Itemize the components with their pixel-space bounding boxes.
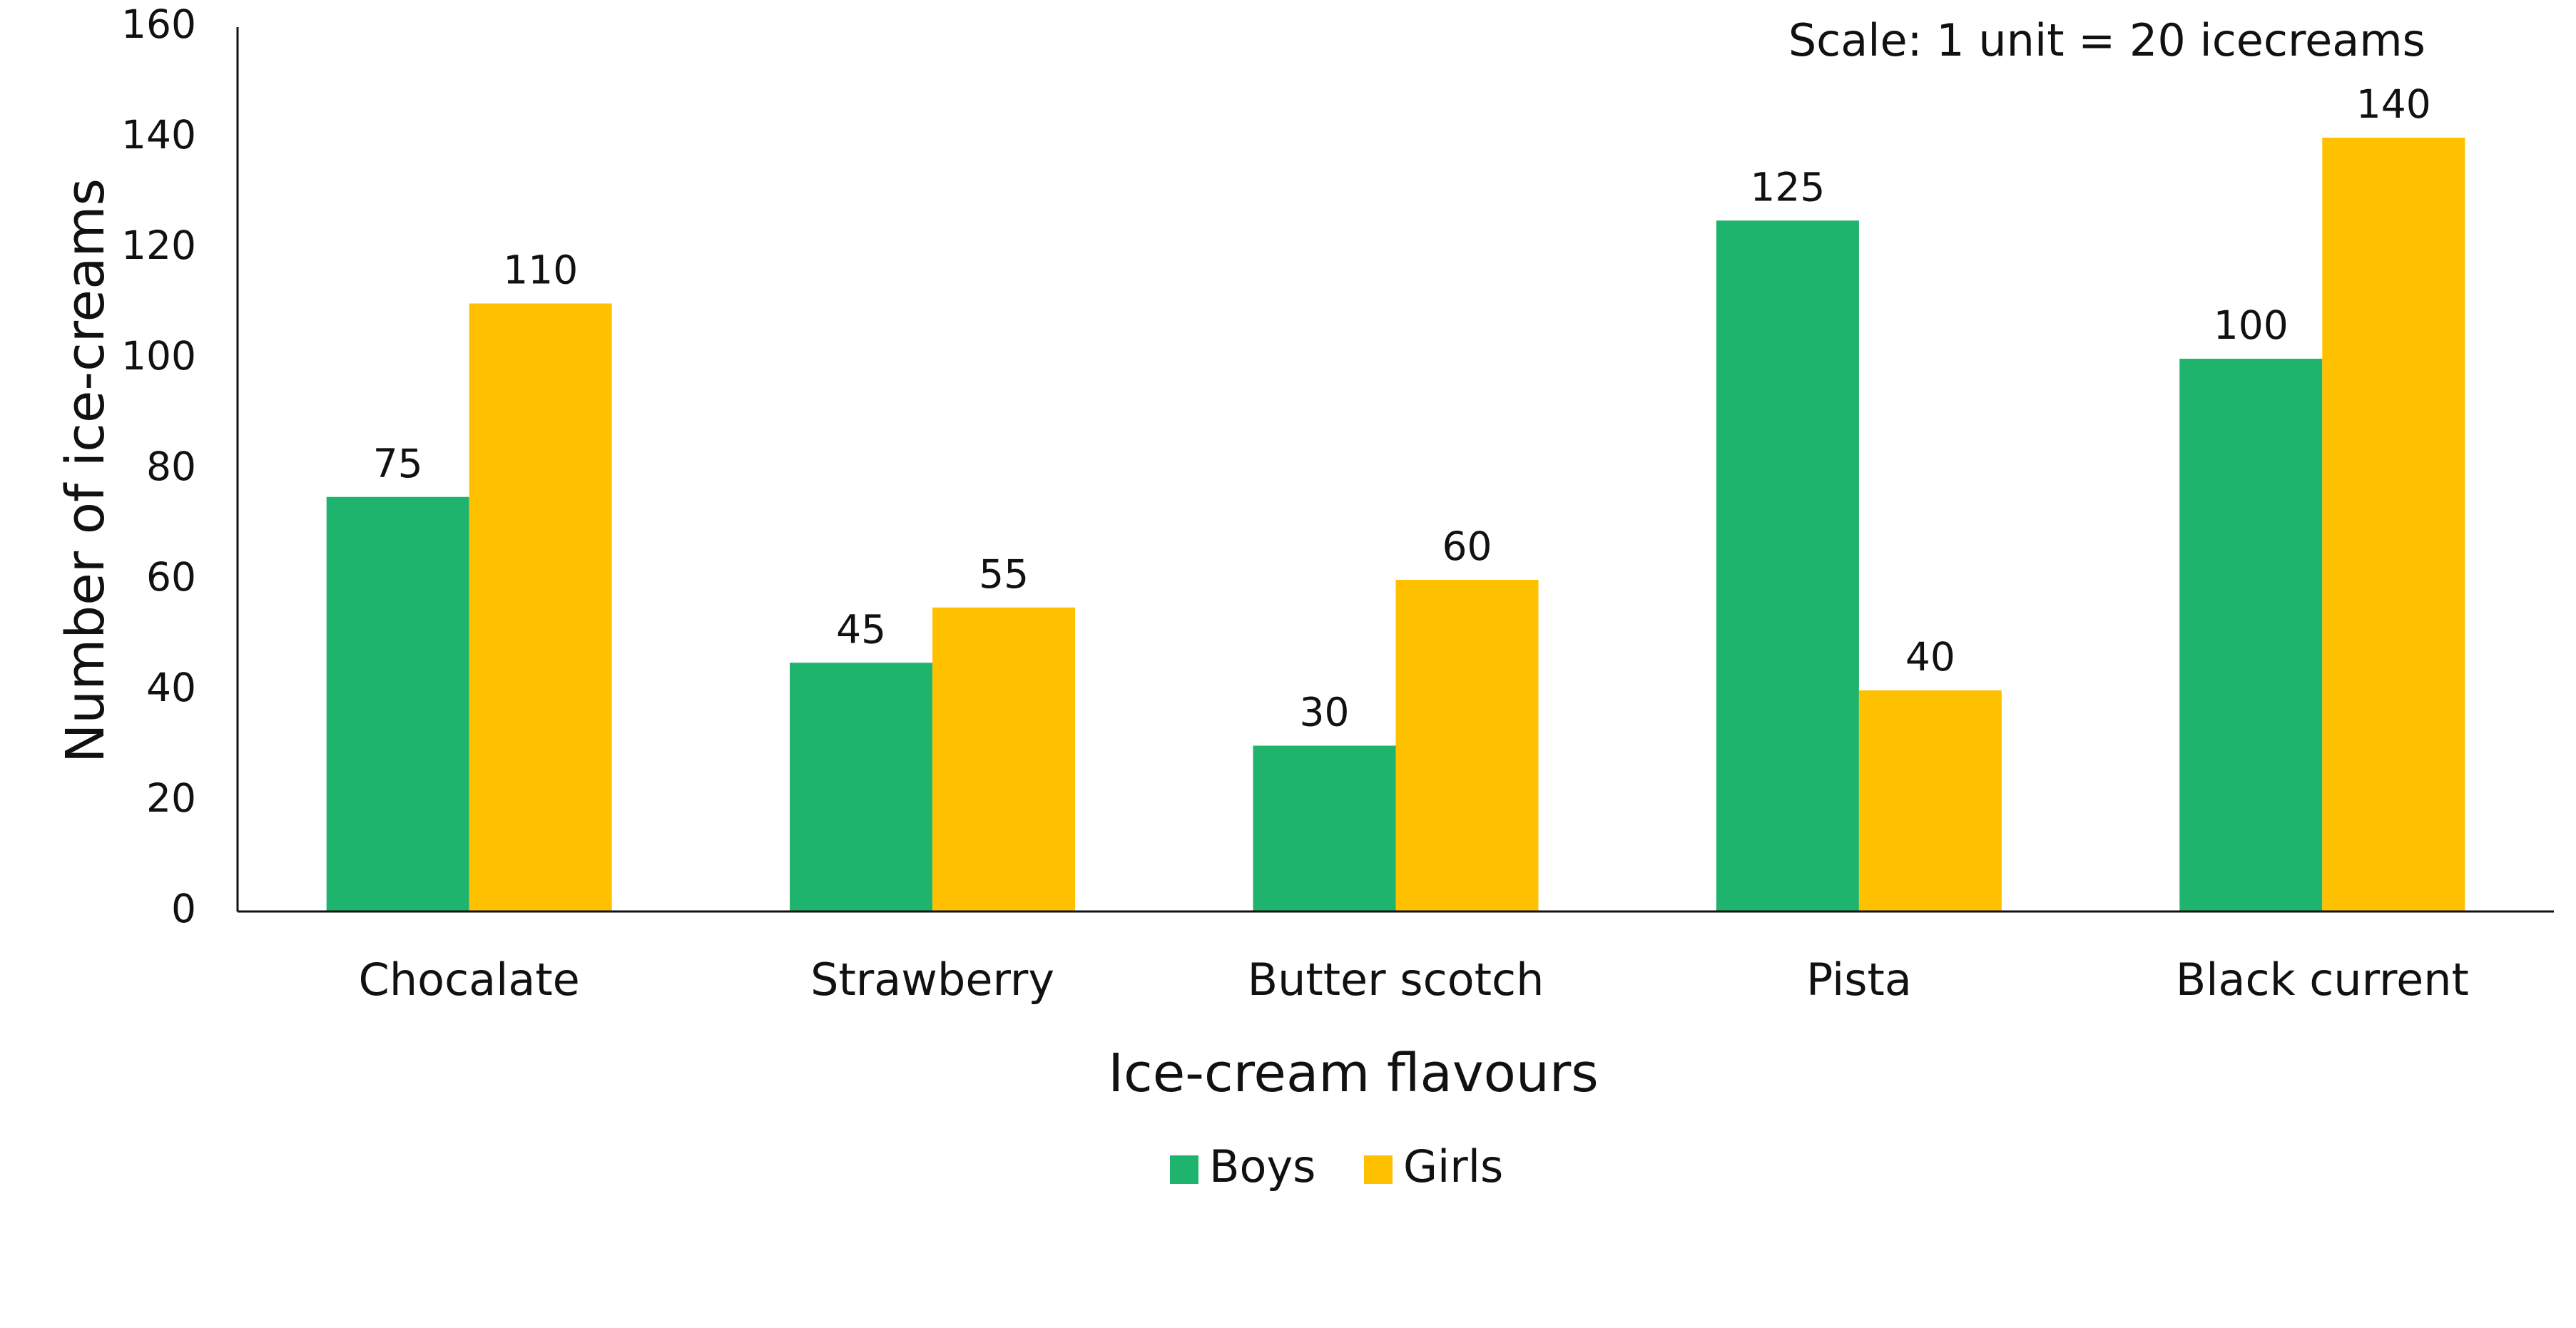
data-label: 30 — [1300, 690, 1350, 735]
y-tick-label: 60 — [146, 554, 196, 600]
data-labels: 75 110 45 55 30 60 125 40 100 140 — [373, 81, 2431, 735]
y-axis-ticks: 0 20 40 60 80 100 120 140 160 — [121, 1, 196, 931]
data-label: 75 — [373, 441, 423, 486]
bar-girls-1 — [469, 303, 612, 911]
bar-girls-3 — [1395, 580, 1539, 911]
scale-annotation: Scale: 1 unit = 20 icecreams — [1788, 14, 2425, 66]
x-tick-label: Pista — [1806, 954, 1912, 1006]
y-tick-label: 120 — [121, 223, 196, 268]
bar-boys-1 — [326, 496, 469, 911]
y-tick-label: 140 — [121, 112, 196, 158]
data-label: 40 — [1905, 634, 1955, 680]
legend-label-girls: Girls — [1403, 1140, 1503, 1192]
x-axis-title: Ice-cream flavours — [1108, 1043, 1599, 1104]
legend-swatch-boys — [1170, 1155, 1198, 1184]
data-label: 110 — [503, 247, 578, 293]
data-label: 60 — [1442, 523, 1492, 569]
y-tick-label: 80 — [146, 444, 196, 489]
bar-girls-5 — [2322, 138, 2465, 911]
data-label: 45 — [836, 606, 886, 652]
y-tick-label: 100 — [121, 333, 196, 379]
bar-girls-2 — [932, 607, 1076, 911]
y-axis-title: Number of ice-creams — [55, 178, 116, 763]
data-label: 55 — [979, 551, 1029, 597]
x-tick-label: Butter scotch — [1248, 954, 1544, 1006]
legend: Boys Girls — [1170, 1140, 1503, 1192]
bars — [326, 138, 2465, 911]
y-tick-label: 40 — [146, 665, 196, 710]
data-label: 140 — [2356, 81, 2431, 127]
data-label: 100 — [2214, 302, 2289, 348]
data-label: 125 — [1750, 164, 1825, 210]
x-tick-label: Chocalate — [359, 954, 580, 1006]
x-axis-category-labels: Chocalate Strawberry Butter scotch Pista Bla… — [359, 954, 2469, 1006]
x-tick-label: Strawberry — [810, 954, 1054, 1006]
bar-boys-3 — [1253, 745, 1396, 911]
x-tick-label: Black current — [2176, 954, 2469, 1006]
bar-boys-5 — [2179, 359, 2323, 911]
bar-boys-4 — [1716, 220, 1859, 911]
legend-label-boys: Boys — [1209, 1140, 1315, 1192]
y-tick-label: 160 — [121, 1, 196, 47]
bar-girls-4 — [1858, 690, 2002, 911]
legend-swatch-girls — [1364, 1155, 1393, 1184]
bar-boys-2 — [790, 663, 933, 911]
y-tick-label: 20 — [146, 775, 196, 821]
y-tick-label: 0 — [171, 886, 196, 931]
